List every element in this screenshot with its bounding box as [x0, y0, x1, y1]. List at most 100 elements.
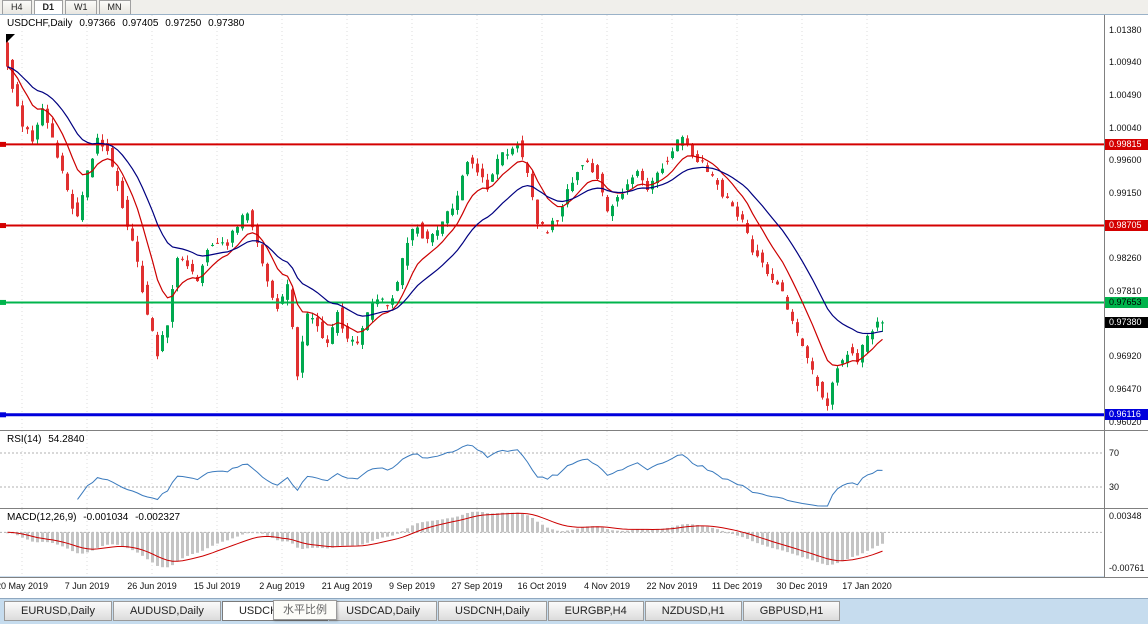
chart-close-value: 0.97380 [208, 18, 245, 29]
bear-candle [826, 398, 829, 406]
bull-candle [41, 108, 44, 126]
chart-tab-USDCNH[interactable]: USDCNH,Daily [438, 601, 547, 621]
macd-histogram-bar [816, 532, 819, 563]
bear-candle [721, 179, 724, 197]
macd-histogram-bar [441, 519, 444, 533]
bull-candle [636, 171, 639, 176]
bull-candle [36, 124, 39, 140]
bull-candle [861, 344, 864, 363]
bear-candle [156, 334, 159, 357]
macd-tick: 0.00348 [1109, 511, 1142, 521]
chart-tab-NZDUSD[interactable]: NZDUSD,H1 [644, 601, 742, 621]
macd-histogram-bar [736, 532, 739, 536]
bear-candle [751, 239, 754, 253]
chart-tab-EURGBP[interactable]: EURGBP,H4 [547, 601, 644, 621]
macd-histogram-bar [106, 532, 109, 545]
date-label: 7 Jun 2019 [64, 581, 110, 591]
date-label: 22 Nov 2019 [646, 581, 698, 591]
macd-histogram-bar [516, 512, 519, 533]
macd-histogram-bar [656, 529, 659, 533]
price-line-badge: 0.98705 [1105, 220, 1148, 232]
rsi-chart-canvas[interactable] [0, 431, 1104, 508]
macd-histogram-bar [226, 532, 229, 541]
bear-candle [276, 298, 279, 309]
macd-chart-canvas[interactable] [0, 509, 1104, 576]
bull-candle [436, 230, 439, 236]
macd-histogram-bar [876, 532, 879, 546]
bull-candle [361, 328, 364, 345]
chart-tab-GBPUSD[interactable]: GBPUSD,H1 [742, 601, 841, 621]
bear-candle [136, 241, 139, 262]
price-chart-panel[interactable]: USDCHF,Daily 0.97366 0.97405 0.97250 0.9… [0, 15, 1148, 430]
macd-histogram-bar [331, 532, 334, 548]
time-axis[interactable]: 20 May 2019 7 Jun 2019 26 Jun 2019 15 Jul 2… [0, 577, 1148, 598]
bear-candle [146, 284, 149, 315]
chart-high-value: 0.97405 [122, 18, 159, 29]
bull-candle [176, 258, 179, 288]
macd-histogram-bar [851, 532, 854, 557]
bear-candle [151, 318, 154, 331]
macd-histogram-bar [751, 532, 754, 542]
bear-candle [811, 361, 814, 370]
bull-candle [611, 205, 614, 217]
ma-line-21 [7, 66, 883, 335]
bull-candle [331, 327, 334, 344]
bear-candle [31, 130, 34, 142]
timeframe-button-D1[interactable]: D1 [33, 0, 64, 14]
bull-candle [621, 193, 624, 199]
macd-histogram-bar [281, 532, 284, 542]
macd-histogram-bar [576, 528, 579, 533]
macd-histogram-bar [661, 528, 664, 533]
date-label: 17 Jan 2020 [842, 581, 892, 591]
bear-candle [56, 142, 59, 158]
chart-tab-AUDUSD[interactable]: AUDUSD,Daily [112, 601, 221, 621]
macd-histogram-bar [146, 532, 149, 560]
panel-separator[interactable] [0, 430, 1148, 431]
macd-histogram-bar [171, 532, 174, 566]
macd-histogram-bar [21, 532, 24, 538]
bull-candle [396, 282, 399, 291]
hline-handle[interactable] [0, 412, 6, 418]
price-tick: 1.01380 [1109, 25, 1142, 35]
bear-candle [731, 202, 734, 207]
hline-handle[interactable] [0, 223, 6, 229]
macd-panel[interactable]: MACD(12,26,9) -0.001034 -0.002327 [0, 509, 1148, 576]
macd-histogram-bar [246, 532, 249, 534]
candlestick-chart-canvas[interactable] [0, 15, 1104, 430]
timeframe-button-MN[interactable]: MN [98, 0, 131, 14]
bear-candle [291, 289, 294, 327]
macd-histogram-bar [636, 529, 639, 533]
macd-histogram-bar [26, 532, 29, 540]
macd-histogram-bar [156, 532, 159, 566]
bull-candle [281, 296, 284, 304]
macd-histogram-bar [641, 529, 644, 533]
macd-histogram-bar [831, 532, 834, 565]
macd-histogram-bar [116, 532, 119, 545]
macd-histogram-bar [506, 512, 509, 533]
timeframe-button-H4[interactable]: H4 [2, 0, 32, 14]
bear-candle [66, 173, 69, 191]
drawing-arrow-icon[interactable] [6, 34, 15, 43]
panel-separator[interactable] [0, 508, 1148, 509]
price-tick: 0.96470 [1109, 383, 1142, 394]
bear-candle [106, 143, 109, 152]
price-line-badge: 0.99815 [1105, 138, 1148, 150]
bear-candle [641, 170, 644, 181]
chart-tab-EURUSD[interactable]: EURUSD,Daily [4, 601, 112, 621]
macd-histogram-bar [46, 532, 49, 543]
macd-histogram-bar [581, 527, 584, 533]
hline-handle[interactable] [0, 299, 6, 305]
macd-tick: -0.00761 [1109, 563, 1145, 573]
bear-candle [716, 180, 719, 185]
timeframe-button-W1[interactable]: W1 [65, 0, 97, 14]
rsi-panel[interactable]: RSI(14) 54.2840 [0, 431, 1148, 508]
bear-candle [121, 180, 124, 208]
price-axis[interactable]: 1.01380 1.00940 1.00490 1.00040 0.99600 0.991… [1104, 15, 1148, 577]
price-tick: 0.98260 [1109, 253, 1142, 264]
macd-histogram-bar [561, 531, 564, 533]
chart-tab-USDCAD[interactable]: USDCAD,Daily [329, 601, 438, 621]
bull-candle [566, 189, 569, 205]
hline-handle[interactable] [0, 141, 6, 147]
macd-histogram-bar [721, 530, 724, 533]
macd-histogram-bar [586, 526, 589, 533]
